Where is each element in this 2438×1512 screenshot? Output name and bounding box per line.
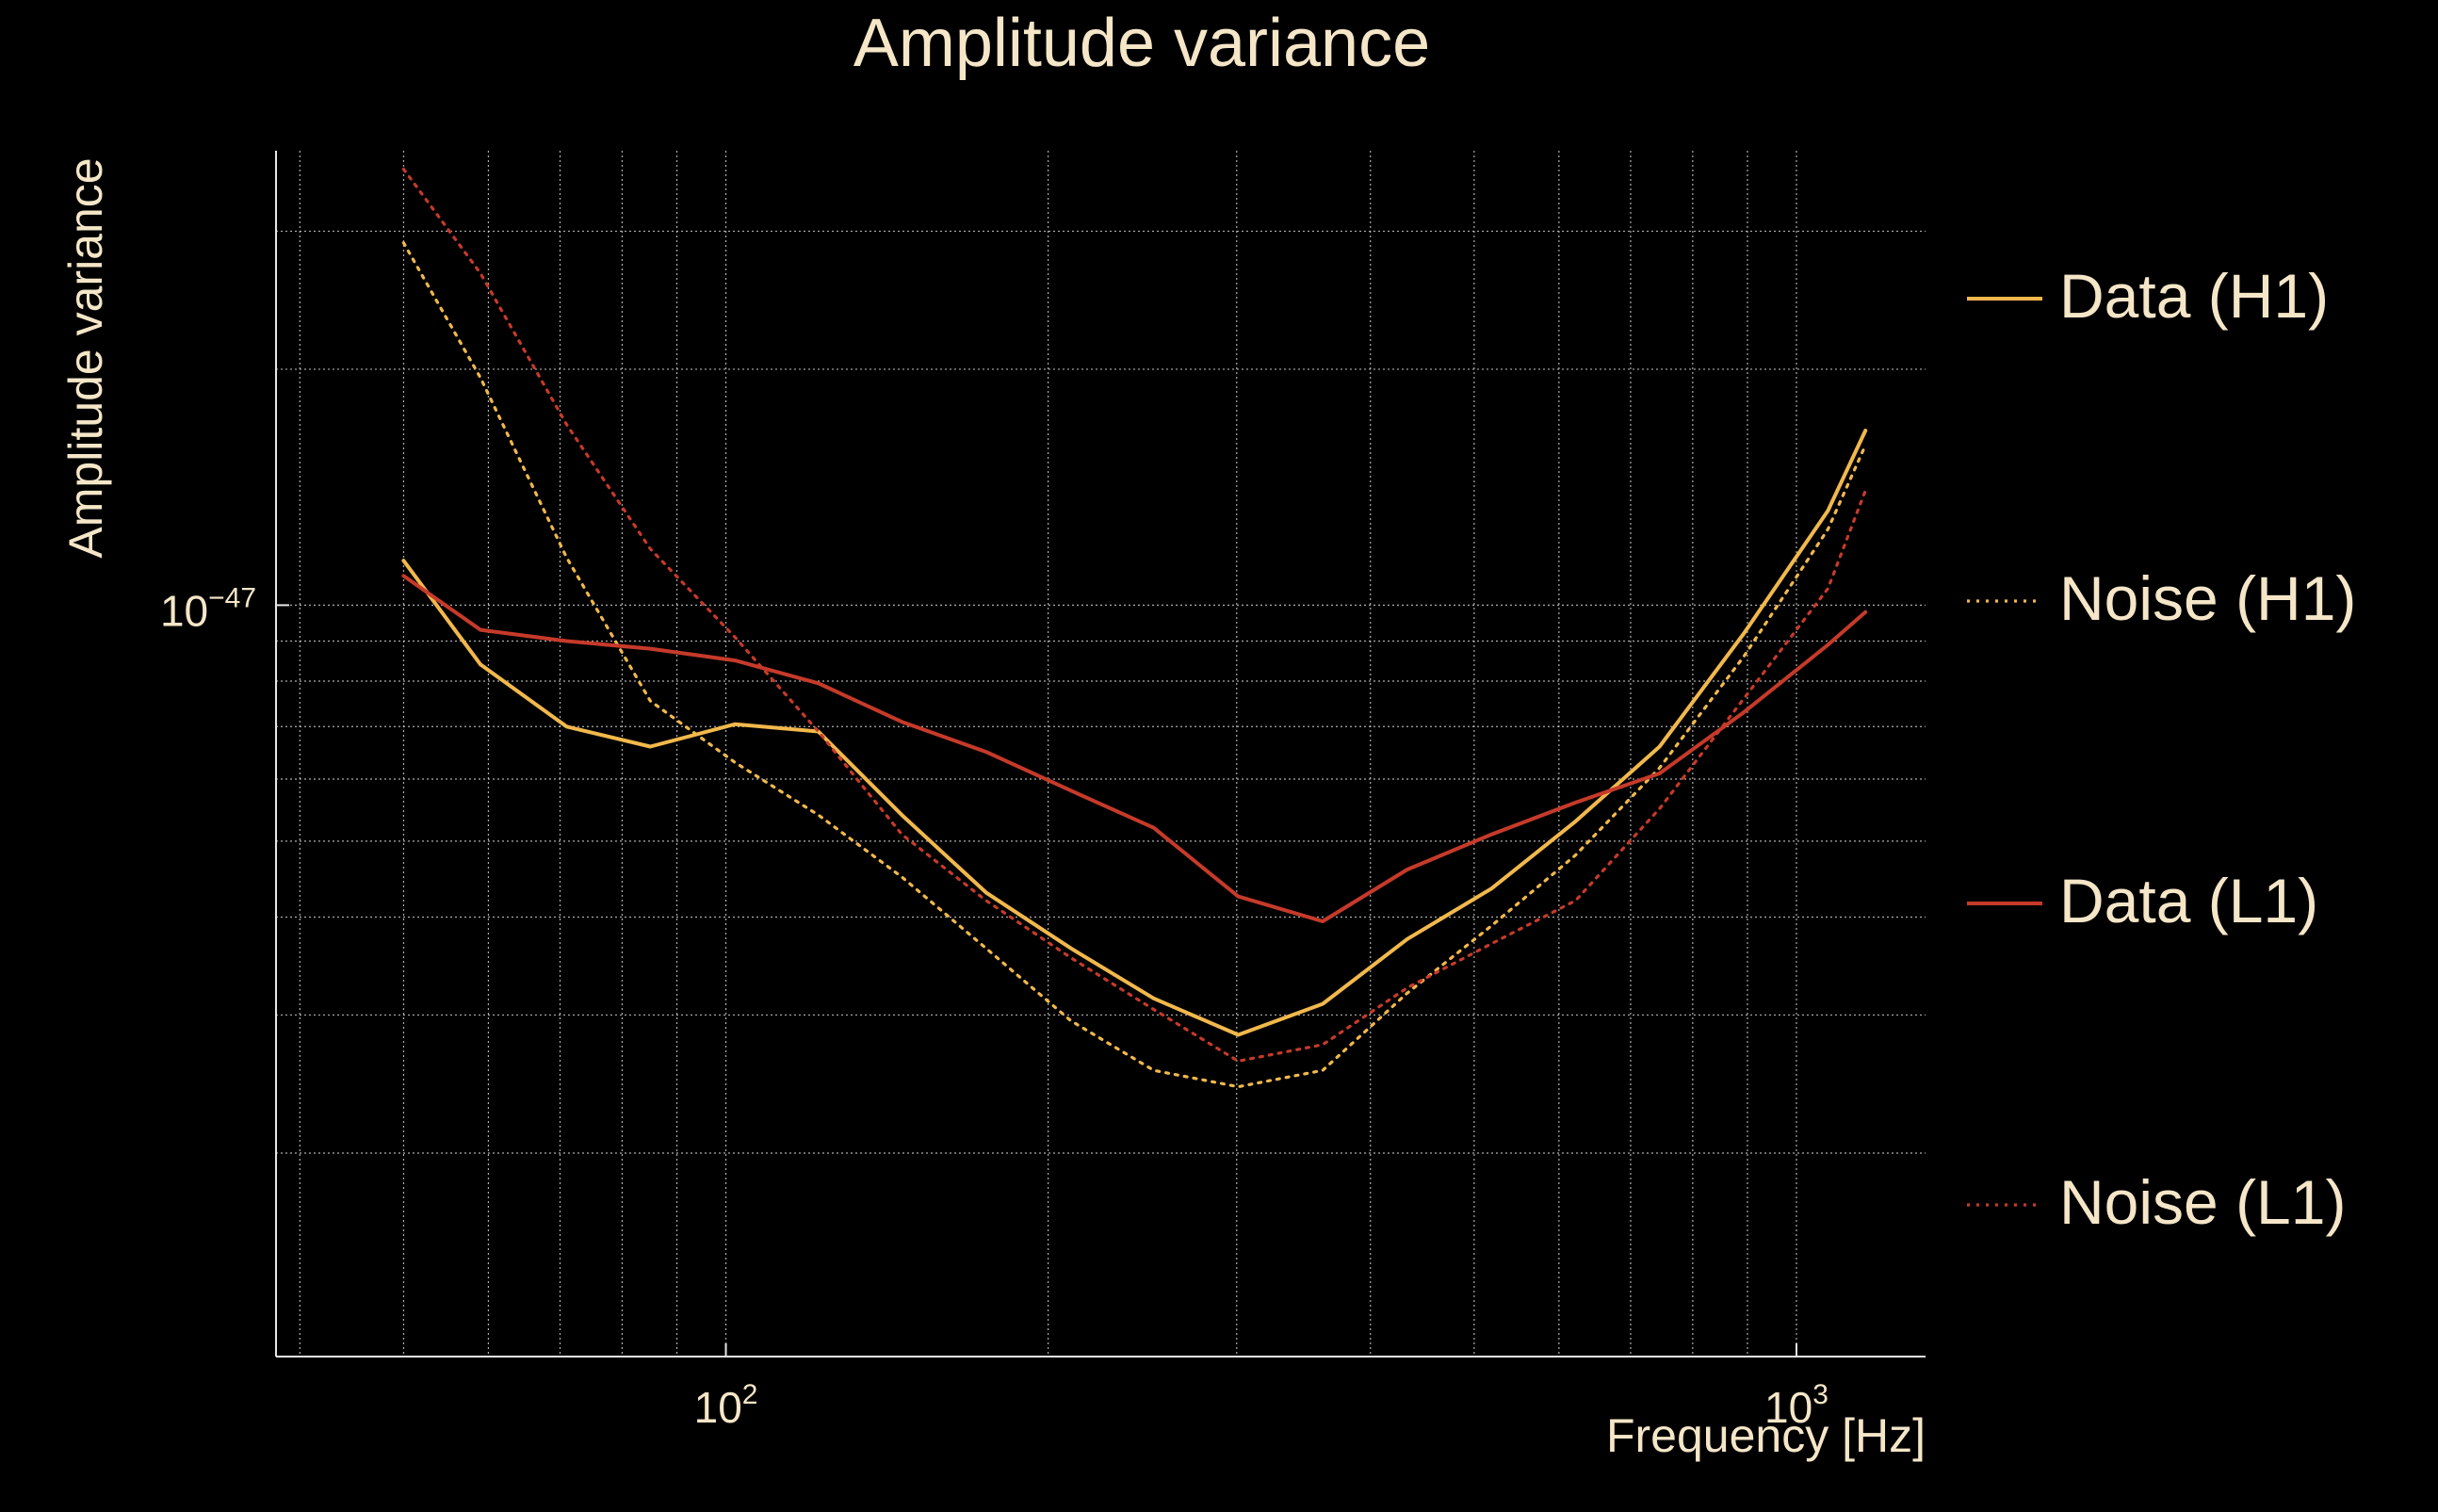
legend-label: Data (H1) xyxy=(2059,261,2329,331)
series-line-data-h1 xyxy=(401,429,1868,1037)
chart-title: Amplitude variance xyxy=(853,6,1430,81)
x-axis-label: Frequency [Hz] xyxy=(1606,1409,1926,1462)
x-tick-label: 103 xyxy=(1764,1379,1828,1432)
axis-tick-labels: 102 103 10−47 xyxy=(160,582,1828,1432)
y-tick-label: 10−47 xyxy=(160,582,256,635)
legend-label: Noise (L1) xyxy=(2059,1167,2346,1237)
y-axis-label: Amplitude variance xyxy=(59,157,112,558)
legend-label: Noise (H1) xyxy=(2059,563,2356,633)
series-line-noise-l1 xyxy=(401,167,1867,1064)
legend-label: Data (L1) xyxy=(2059,866,2318,935)
series-line-noise-h1 xyxy=(401,241,1867,1089)
legend: Data (H1) Noise (H1) Data (L1) Noise (L1) xyxy=(1967,261,2356,1237)
x-tick-label: 102 xyxy=(694,1379,758,1432)
data-series xyxy=(401,167,1868,1089)
series-line-data-l1 xyxy=(401,574,1868,923)
grid-lines xyxy=(276,151,1926,1357)
axes xyxy=(275,151,1926,1358)
